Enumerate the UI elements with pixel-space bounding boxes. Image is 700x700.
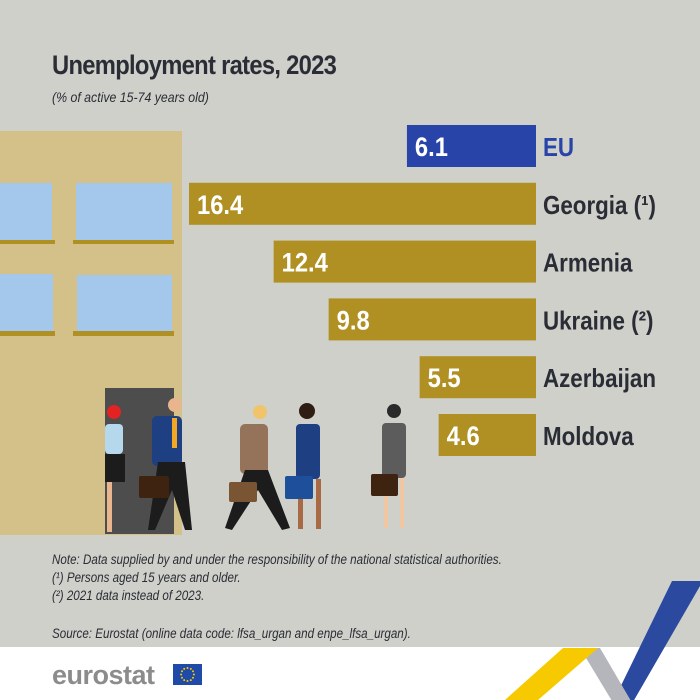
bar-4 (419, 356, 536, 399)
bar-1 (189, 182, 536, 225)
window-sill (0, 331, 55, 336)
note-line: Note: Data supplied by and under the res… (52, 552, 502, 567)
category-label: Ukraine (²) (543, 307, 654, 336)
person-woman-grey-suit (371, 404, 406, 528)
bar-value-label: 12.4 (282, 248, 328, 278)
window-sill (73, 240, 174, 244)
bar-value-label: 9.8 (337, 306, 370, 336)
note-line: (²) 2021 data instead of 2023. (52, 588, 205, 603)
person-woman-blue-dress (285, 403, 321, 529)
category-label: Moldova (543, 422, 634, 451)
person-man-brown-jacket (225, 405, 290, 530)
bar-0 (406, 125, 536, 167)
category-label: EU (543, 133, 574, 162)
decor-stripe-grey (580, 648, 631, 700)
bar-value-label: 5.5 (428, 364, 461, 394)
notes: Note: Data supplied by and under the res… (52, 551, 502, 605)
window-sill (0, 240, 55, 244)
person-woman-red-hair (105, 405, 125, 532)
source-note: Source: Eurostat (online data code: lfsa… (52, 626, 411, 641)
bar-3 (328, 298, 536, 341)
note-line: (¹) Persons aged 15 years and older. (52, 570, 241, 585)
category-label: Georgia (¹) (543, 191, 656, 220)
bar-value-label: 6.1 (415, 133, 448, 163)
window (77, 275, 172, 331)
person-man-blue-suit (139, 398, 192, 530)
bar-5 (438, 414, 536, 456)
category-label: Azerbaijan (543, 365, 656, 394)
category-label: Armenia (543, 249, 633, 278)
window (0, 183, 52, 240)
eurostat-logo: eurostat (52, 660, 155, 690)
decor-stripe-blue (613, 581, 700, 700)
bar-value-label: 4.6 (447, 422, 480, 452)
page-subtitle: (% of active 15-74 years old) (52, 89, 209, 105)
bar-value-label: 16.4 (197, 190, 243, 220)
page-title: Unemployment rates, 2023 (52, 50, 337, 80)
decor-stripe-yellow (505, 648, 598, 700)
window (0, 274, 53, 331)
eu-flag-icon (173, 664, 202, 685)
window (76, 183, 172, 240)
bar-2 (273, 240, 536, 283)
window-sill (73, 331, 174, 336)
